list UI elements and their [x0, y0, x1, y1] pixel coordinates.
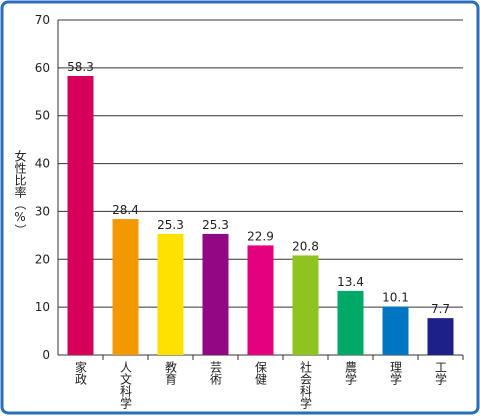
x-tick-label: 理学: [389, 361, 403, 385]
bar: [202, 233, 229, 355]
y-axis-label: 女性比率（%）: [13, 149, 27, 236]
bar: [337, 290, 364, 355]
bar: [292, 255, 319, 355]
x-tick-label: 家政: [74, 360, 88, 386]
bar: [67, 75, 94, 355]
y-tick-label: 50: [35, 109, 50, 123]
value-label: 13.4: [337, 275, 364, 289]
y-tick-label: 10: [35, 300, 50, 314]
x-tick-label: 保健: [254, 361, 268, 385]
x-tick-label: 工学: [434, 361, 448, 385]
y-tick-label: 70: [35, 13, 50, 27]
x-tick-label: 社会科学: [299, 360, 313, 409]
x-tick-label: 農学: [344, 361, 358, 385]
y-tick-label: 60: [35, 61, 50, 75]
x-tick-label: 人文科学: [119, 361, 133, 409]
bar: [382, 306, 409, 355]
value-label: 25.3: [157, 218, 184, 232]
value-label: 22.9: [247, 229, 274, 243]
y-tick-label: 40: [35, 157, 50, 171]
x-tick-label: 芸術: [209, 361, 223, 386]
y-tick-label: 20: [35, 252, 50, 266]
value-label: 25.3: [202, 218, 229, 232]
y-tick-label: 30: [35, 204, 50, 218]
bar: [427, 318, 454, 355]
value-label: 20.8: [292, 239, 319, 253]
bar: [157, 233, 184, 355]
value-label: 28.4: [112, 203, 139, 217]
value-label: 10.1: [382, 291, 409, 305]
bar: [112, 219, 139, 355]
y-tick-label: 0: [42, 348, 50, 362]
value-label: 58.3: [67, 60, 94, 74]
bar: [247, 245, 274, 355]
value-label: 7.7: [431, 302, 450, 316]
x-tick-label: 教育: [164, 360, 178, 386]
